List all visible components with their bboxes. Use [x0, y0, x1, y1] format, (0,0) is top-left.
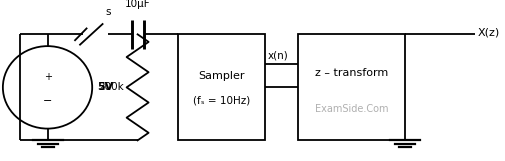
Bar — [298, 34, 406, 140]
Text: +: + — [43, 72, 52, 82]
Text: Sampler: Sampler — [198, 71, 244, 80]
Text: −: − — [43, 96, 52, 106]
Text: 200k: 200k — [98, 82, 124, 92]
Bar — [178, 34, 265, 140]
Text: x(n): x(n) — [268, 51, 288, 61]
Text: s: s — [105, 7, 111, 17]
Text: 10μF: 10μF — [125, 0, 150, 9]
Text: 5V: 5V — [97, 82, 114, 92]
Text: ExamSide.Com: ExamSide.Com — [315, 104, 388, 114]
Text: (fₛ = 10Hz): (fₛ = 10Hz) — [193, 96, 250, 106]
Text: X(z): X(z) — [478, 28, 500, 38]
Text: z – transform: z – transform — [315, 68, 388, 78]
